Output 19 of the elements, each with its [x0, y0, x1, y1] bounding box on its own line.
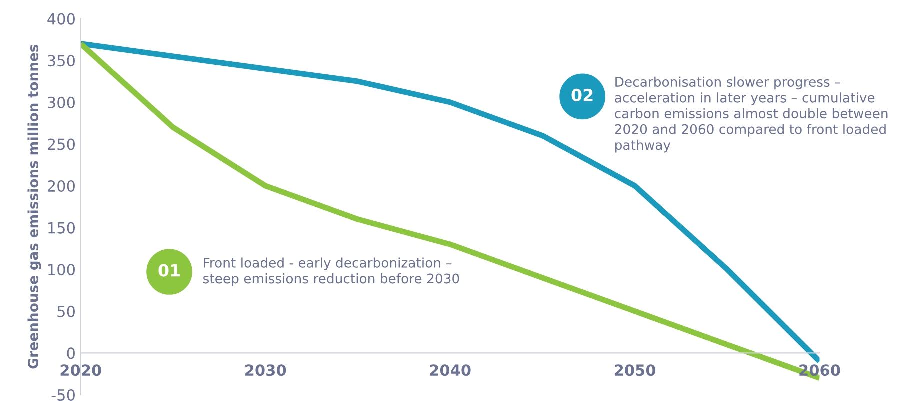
y-tick-label: -50: [52, 389, 75, 401]
annotation: 01: [158, 264, 180, 277]
y-axis-title: Greenhouse gas emissions million tonnes: [28, 45, 42, 369]
annotation: Decarbonisation slower progress – acceleration in later years – cumulative carbon emissions almost double between 2020 and 2060 compared to front loaded pathway: [615, 76, 888, 153]
y-tick-label: 400: [48, 13, 75, 25]
x-tick-label: 2040: [430, 364, 471, 376]
y-tick-label: 150: [48, 222, 75, 234]
x-tick-label: 2030: [246, 364, 286, 376]
annotation: 02: [572, 88, 593, 102]
x-tick-label: 2050: [614, 364, 656, 376]
y-tick-label: 300: [48, 96, 75, 108]
y-tick-label: 100: [48, 264, 75, 276]
y-tick-label: 50: [58, 306, 75, 318]
y-tick-label: 250: [48, 138, 75, 150]
y-tick-label: 0: [67, 348, 75, 360]
y-tick-label: 200: [48, 180, 75, 192]
annotation: Front loaded - early decarbonization – steep emissions reduction before 2030: [204, 258, 460, 286]
x-tick-label: 2020: [60, 364, 102, 376]
y-tick-label: 350: [48, 55, 75, 67]
